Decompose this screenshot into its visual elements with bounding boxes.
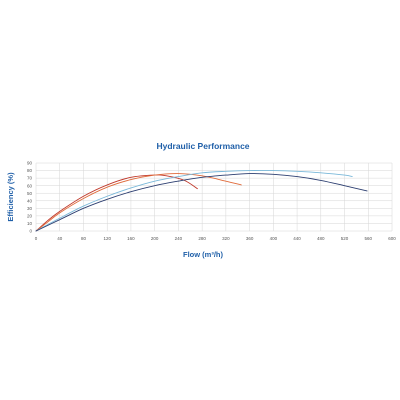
x-tick-label: 160 xyxy=(127,236,135,241)
x-tick-label: 480 xyxy=(317,236,325,241)
x-tick-label: 240 xyxy=(175,236,183,241)
series-line-3 xyxy=(35,170,353,232)
y-tick-label: 50 xyxy=(27,191,33,196)
grid-lines xyxy=(35,162,393,232)
series-lines xyxy=(35,170,368,232)
x-tick-label: 400 xyxy=(270,236,278,241)
x-tick-label: 360 xyxy=(246,236,254,241)
x-tick-label: 0 xyxy=(35,236,38,241)
series-line-1 xyxy=(35,174,198,232)
x-tick-label: 40 xyxy=(57,236,63,241)
x-tick-label: 80 xyxy=(81,236,87,241)
y-tick-label: 80 xyxy=(27,168,33,173)
y-tick-label: 60 xyxy=(27,183,33,188)
x-tick-label: 280 xyxy=(198,236,206,241)
y-axis-label: Efficiency (%) xyxy=(6,172,15,222)
x-tick-label: 440 xyxy=(293,236,301,241)
x-axis-label: Flow (m³/h) xyxy=(183,250,223,259)
x-tick-label: 600 xyxy=(388,236,396,241)
y-tick-label: 40 xyxy=(27,198,33,203)
y-tick-label: 10 xyxy=(27,221,33,226)
x-tick-label: 520 xyxy=(341,236,349,241)
y-tick-label: 0 xyxy=(29,229,32,234)
y-tick-label: 70 xyxy=(27,176,33,181)
chart-title: Hydraulic Performance xyxy=(156,141,249,151)
series-line-4 xyxy=(35,173,368,232)
x-tick-label: 120 xyxy=(103,236,111,241)
x-tick-label: 560 xyxy=(365,236,373,241)
y-tick-label: 90 xyxy=(27,161,33,166)
tick-labels: 0 40 80 120 160 200 240 280 320 360 400 440 480 520 56… xyxy=(27,161,396,241)
x-tick-label: 320 xyxy=(222,236,230,241)
x-tick-label: 200 xyxy=(151,236,159,241)
y-tick-label: 20 xyxy=(27,213,33,218)
series-line-2 xyxy=(35,173,242,232)
y-tick-label: 30 xyxy=(27,206,33,211)
